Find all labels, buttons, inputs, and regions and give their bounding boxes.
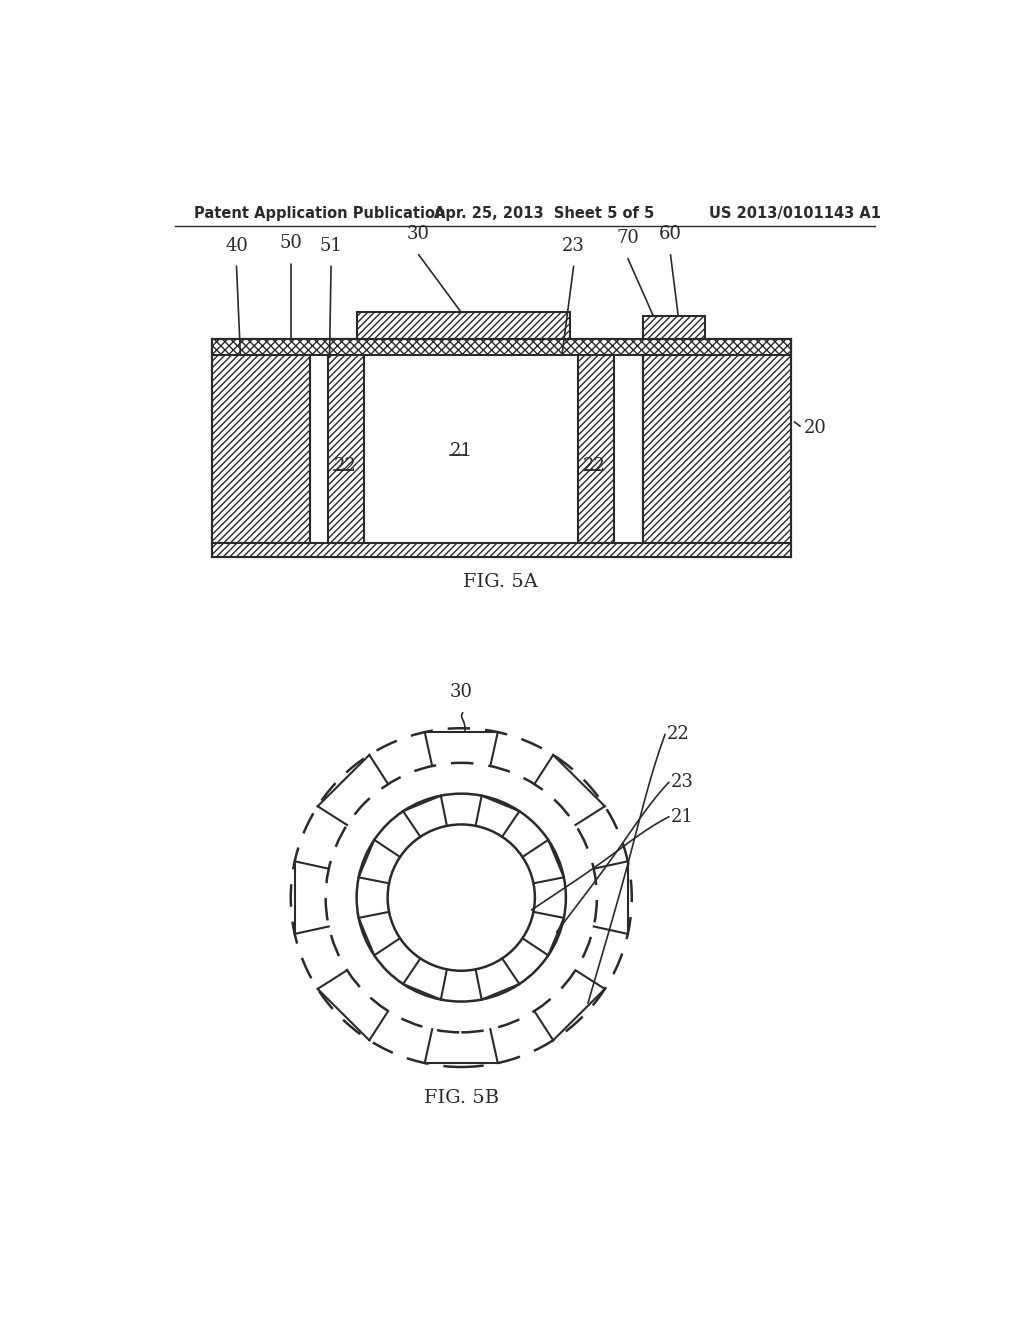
Text: 51: 51 xyxy=(319,236,342,255)
Polygon shape xyxy=(212,339,791,355)
Text: 30: 30 xyxy=(408,226,430,243)
Polygon shape xyxy=(328,339,365,544)
Text: 70: 70 xyxy=(616,228,639,247)
Text: Patent Application Publication: Patent Application Publication xyxy=(194,206,445,222)
Text: 50: 50 xyxy=(280,235,302,252)
Text: US 2013/0101143 A1: US 2013/0101143 A1 xyxy=(710,206,882,222)
Text: FIG. 5B: FIG. 5B xyxy=(424,1089,499,1106)
Text: 21: 21 xyxy=(671,808,693,826)
Text: 21: 21 xyxy=(450,442,473,459)
Text: 22: 22 xyxy=(667,726,689,743)
Polygon shape xyxy=(356,313,569,339)
Text: FIG. 5A: FIG. 5A xyxy=(463,573,538,591)
Polygon shape xyxy=(643,317,706,339)
Polygon shape xyxy=(578,339,614,544)
Text: 22: 22 xyxy=(334,458,356,475)
Text: 20: 20 xyxy=(804,418,826,437)
Text: 23: 23 xyxy=(562,236,585,255)
Polygon shape xyxy=(212,544,791,557)
Polygon shape xyxy=(643,339,791,544)
Text: 22: 22 xyxy=(584,458,606,475)
Polygon shape xyxy=(212,339,310,544)
Text: 40: 40 xyxy=(225,236,248,255)
Text: 60: 60 xyxy=(659,226,682,243)
Text: 23: 23 xyxy=(671,774,693,791)
Text: Apr. 25, 2013  Sheet 5 of 5: Apr. 25, 2013 Sheet 5 of 5 xyxy=(434,206,654,222)
Text: 30: 30 xyxy=(450,684,473,701)
